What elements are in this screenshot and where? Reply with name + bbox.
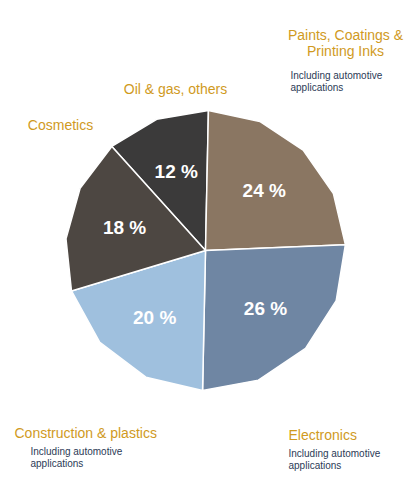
- svg-text:Including automotiveapplicatio: Including automotiveapplications: [31, 446, 123, 469]
- svg-text:26 %: 26 %: [244, 298, 287, 319]
- svg-text:Electronics: Electronics: [289, 427, 357, 443]
- svg-text:20 %: 20 %: [133, 306, 176, 327]
- svg-text:18 %: 18 %: [103, 217, 146, 238]
- svg-text:Oil & gas, others: Oil & gas, others: [124, 81, 228, 97]
- svg-text:12 %: 12 %: [155, 161, 198, 182]
- svg-text:Construction & plastics: Construction & plastics: [15, 425, 157, 441]
- svg-text:Cosmetics: Cosmetics: [28, 117, 93, 133]
- svg-text:24 %: 24 %: [243, 180, 286, 201]
- svg-text:Including automotiveapplicatio: Including automotiveapplications: [291, 70, 383, 93]
- svg-text:Including automotiveapplicatio: Including automotiveapplications: [289, 448, 381, 471]
- svg-text:Paints, Coatings &Printing Ink: Paints, Coatings &Printing Inks: [288, 27, 404, 59]
